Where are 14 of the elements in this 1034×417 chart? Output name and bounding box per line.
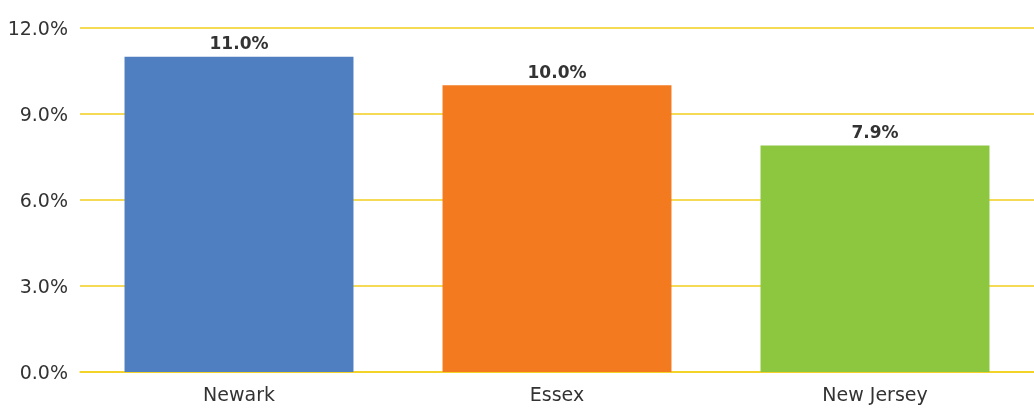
data-label: 11.0% [209, 33, 269, 54]
y-tick-label: 6.0% [19, 189, 68, 211]
bar [760, 145, 990, 372]
x-tick-label: Essex [529, 382, 585, 405]
y-tick-label: 9.0% [19, 103, 68, 125]
bar [442, 85, 672, 372]
bar [124, 56, 354, 372]
x-tick-label: New Jersey [822, 382, 928, 405]
y-tick-label: 0.0% [19, 361, 68, 383]
data-label: 10.0% [527, 61, 587, 82]
x-tick-label: Newark [203, 382, 275, 405]
y-tick-label: 12.0% [7, 17, 68, 39]
y-tick-label: 3.0% [19, 275, 68, 297]
data-label: 7.9% [851, 122, 899, 143]
